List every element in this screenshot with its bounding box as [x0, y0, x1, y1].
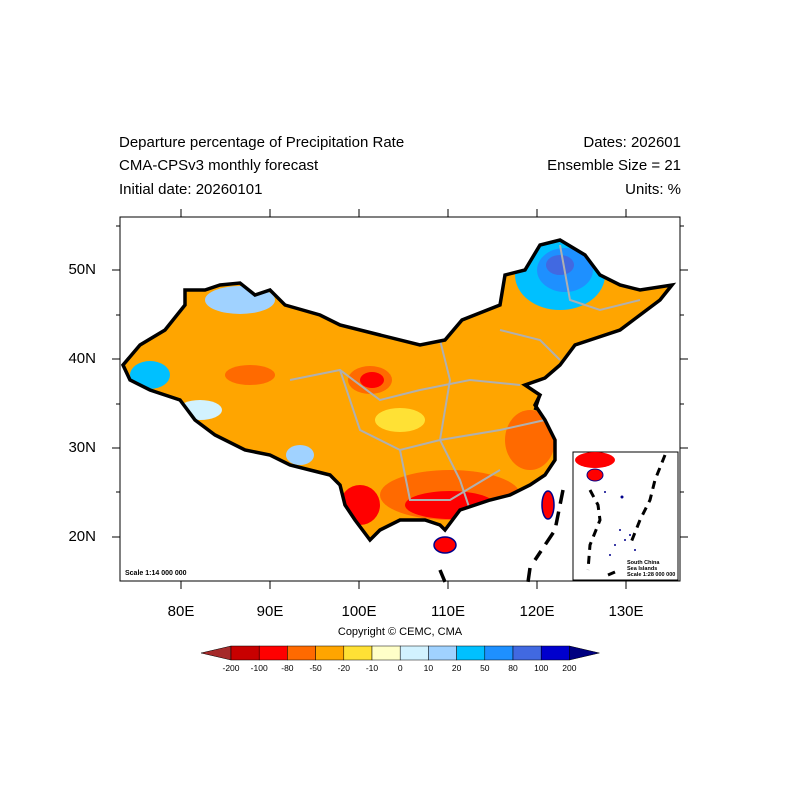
lat-label-40n: 40N: [68, 350, 96, 367]
colorbar-tick-label: 20: [451, 663, 462, 673]
title-line-1: Departure percentage of Precipitation Ra…: [119, 134, 405, 151]
map-scale-label: Scale 1:14 000 000: [125, 570, 187, 577]
lon-label-100e: 100E: [341, 603, 377, 620]
colorbar-tick-label: 100: [534, 663, 549, 673]
lat-label-30n: 30N: [68, 439, 96, 456]
lat-label-20n: 20N: [68, 528, 96, 545]
colorbar-underflow-triangle: [200, 645, 232, 661]
inset-title-line-1: South China: [627, 560, 660, 566]
colorbar-box: [540, 645, 570, 661]
copyright-label: Copyright © CEMC, CMA: [337, 626, 463, 638]
axis-ticks: [112, 209, 688, 589]
colorbar-tick-label: 10: [423, 663, 434, 673]
ensemble-size-label: Ensemble Size = 21: [547, 157, 681, 174]
inset-scale-label: Scale 1:28 000 000: [627, 572, 676, 578]
title-line-3: Initial date: 20260101: [119, 181, 263, 198]
colorbar-tick-label: -10: [365, 663, 379, 673]
hainan-island: [433, 536, 457, 554]
south-china-sea-inset: [572, 451, 679, 581]
lon-label-80e: 80E: [167, 603, 195, 620]
colorbar-box: [258, 645, 288, 661]
colorbar-tick-label: 50: [480, 663, 490, 673]
colorbar-tick-label: -100: [250, 663, 268, 673]
title-line-2: CMA-CPSv3 monthly forecast: [119, 157, 319, 174]
inset-title: South China Sea Islands Scale 1:28 000 0…: [627, 560, 675, 578]
colorbar-box: [456, 645, 486, 661]
colorbar-tick-label: -80: [281, 663, 294, 673]
dates-label: Dates: 202601: [583, 134, 681, 151]
colorbar-box: [399, 645, 429, 661]
maritime-boundary: [438, 489, 565, 583]
colorbar-box: [343, 645, 373, 661]
units-label: Units: %: [625, 181, 681, 198]
colorbar-box: [428, 645, 457, 661]
colorbar-box: [371, 645, 401, 661]
colorbar-tick-label: -200: [222, 663, 240, 673]
colorbar-tick-label: 80: [508, 663, 518, 673]
colorbar-box: [230, 645, 260, 661]
lon-label-90e: 90E: [256, 603, 284, 620]
colorbar-box: [484, 645, 514, 661]
taiwan-island: [541, 490, 555, 520]
colorbar-tick-label: 0: [397, 663, 403, 673]
lon-label-120e: 120E: [519, 603, 555, 620]
lat-label-50n: 50N: [68, 261, 96, 278]
colorbar-box: [287, 645, 316, 661]
colorbar-box: [512, 645, 542, 661]
lon-label-110e: 110E: [431, 603, 465, 620]
map-frame: [119, 216, 681, 582]
colorbar: [200, 645, 600, 661]
colorbar-box: [315, 645, 345, 661]
lon-label-130e: 130E: [608, 603, 644, 620]
colorbar-tick-label: -20: [337, 663, 350, 673]
colorbar-overflow-triangle: [569, 645, 600, 661]
province-boundaries: [289, 244, 641, 511]
inset-title-line-2: Sea Islands: [627, 566, 658, 572]
colorbar-tick-label: -50: [309, 663, 322, 673]
colorbar-tick-label: 200: [562, 663, 577, 673]
